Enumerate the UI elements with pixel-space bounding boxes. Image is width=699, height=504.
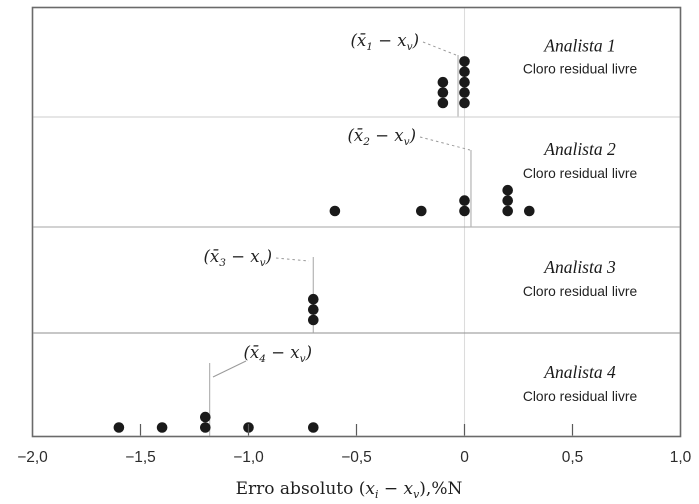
label-part: 1 <box>366 41 373 53</box>
data-point <box>308 304 319 315</box>
data-point <box>502 205 513 217</box>
label-part: ) <box>412 31 419 50</box>
label-part: v <box>407 41 413 53</box>
mean-annotation-label: (x̄3 − xv) <box>204 247 273 269</box>
data-point <box>437 87 449 98</box>
x-tick-label: −2,0 <box>17 449 48 466</box>
x-tick-label: 0,5 <box>562 449 584 466</box>
data-point <box>502 184 513 196</box>
x-tick-label: −1,0 <box>233 449 264 466</box>
label-part: v <box>300 353 306 365</box>
label-part: v <box>413 488 420 501</box>
label-part: v <box>404 136 410 148</box>
label-part: (x̄ <box>351 31 367 50</box>
label-part: Erro absoluto ( <box>236 479 366 499</box>
data-point <box>459 205 470 217</box>
data-point <box>524 205 535 217</box>
annotation-leader <box>422 41 457 56</box>
label-part: 3 <box>219 257 226 269</box>
label-part: v <box>260 257 266 269</box>
label-part: 4 <box>258 353 266 365</box>
data-point <box>437 76 449 88</box>
data-point <box>156 422 168 433</box>
label-part: (x̄ <box>348 126 364 145</box>
data-point <box>113 422 125 433</box>
panel-title: Analista 3 <box>543 257 616 277</box>
label-part: − <box>378 479 403 499</box>
label-part: (x̄ <box>244 343 260 362</box>
data-point <box>329 205 341 217</box>
data-point <box>459 97 470 109</box>
label-part: x <box>404 479 414 499</box>
data-point <box>459 76 470 88</box>
panel-title: Analista 1 <box>543 36 615 56</box>
data-point <box>200 422 211 433</box>
panel-analista-3: (x̄3 − xv) Analista 3 Cloro residual livre <box>204 247 638 333</box>
data-point <box>437 97 449 109</box>
label-part: (x̄ <box>204 247 220 266</box>
plot-frame <box>31 6 682 438</box>
label-part: − x <box>266 343 300 362</box>
panel-subtitle: Cloro residual livre <box>523 166 638 181</box>
label-part: ) <box>409 126 416 145</box>
panel-title: Analista 4 <box>543 362 616 382</box>
panel-subtitle: Cloro residual livre <box>523 389 638 404</box>
data-point <box>502 195 513 206</box>
data-point <box>459 87 470 98</box>
x-tick-label: −0,5 <box>341 449 372 466</box>
mean-annotation-label: (x̄4 − xv) <box>244 343 313 365</box>
mean-annotation-label: (x̄1 − xv) <box>351 31 420 53</box>
x-tick-label: 0 <box>460 449 469 466</box>
annotation-leader <box>275 257 310 262</box>
label-part: ) <box>305 343 312 362</box>
data-point <box>416 205 427 217</box>
data-point <box>459 195 470 206</box>
annotation-leader <box>419 136 471 151</box>
label-part: ) <box>265 247 272 266</box>
mean-annotation-label: (x̄2 − xv) <box>348 126 417 148</box>
data-point <box>200 411 211 423</box>
label-part: x <box>365 479 375 499</box>
data-point <box>459 66 470 78</box>
x-axis-title: Erro absoluto (xi − xv),%N <box>236 479 463 501</box>
panel-subtitle: Cloro residual livre <box>523 284 638 299</box>
label-part: ),%N <box>419 479 462 499</box>
annotation-leader <box>212 360 247 378</box>
data-point <box>308 314 319 326</box>
label-part: − x <box>373 31 407 50</box>
panel-analista-2: (x̄2 − xv) Analista 2 Cloro residual livre <box>329 126 638 227</box>
label-part: − x <box>370 126 404 145</box>
panel-title: Analista 2 <box>543 139 616 159</box>
label-part: i <box>375 488 378 501</box>
data-point <box>308 293 319 305</box>
x-tick-label: 1,0 <box>670 449 692 466</box>
x-tick-label: −1,5 <box>125 449 156 466</box>
panel-analista-1: (x̄1 − xv) Analista 1 Cloro residual livre <box>351 31 638 117</box>
label-part: 2 <box>362 136 370 148</box>
data-point <box>459 56 470 67</box>
panel-analista-4: (x̄4 − xv) Analista 4 Cloro residual livre <box>113 343 638 436</box>
panel-subtitle: Cloro residual livre <box>523 62 638 77</box>
label-part: − x <box>226 247 260 266</box>
data-point <box>308 422 319 433</box>
